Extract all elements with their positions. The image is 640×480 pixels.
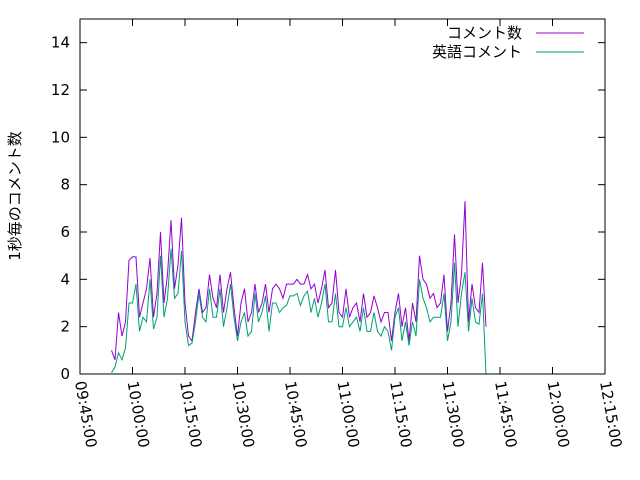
y-tick-label: 12 <box>51 81 70 99</box>
x-tick-label: 10:45:00 <box>281 380 310 449</box>
legend-label: 英語コメント <box>432 43 522 61</box>
plot-frame <box>79 18 606 375</box>
x-tick-label: 09:45:00 <box>71 380 100 449</box>
y-tick-label: 14 <box>51 34 70 52</box>
series-line-1 <box>111 201 487 360</box>
x-axis-ticks: 09:45:00 10:00:00 10:15:00 10:30:00 10:45:00… <box>71 19 625 449</box>
y-tick-label: 8 <box>60 176 70 194</box>
x-tick-label: 11:30:00 <box>439 380 468 449</box>
y-axis-ticks: 0 2 4 6 8 10 12 14 <box>51 34 605 383</box>
series-layer <box>111 201 487 375</box>
x-tick-label: 12:15:00 <box>596 380 625 449</box>
x-tick-label: 10:30:00 <box>229 380 258 449</box>
legend-label: コメント数 <box>447 24 522 42</box>
y-tick-label: 6 <box>60 223 70 241</box>
y-axis-label: 1秒毎のコメント数 <box>6 131 24 261</box>
y-tick-label: 4 <box>60 270 70 288</box>
x-tick-label: 10:15:00 <box>176 380 205 449</box>
y-tick-label: 0 <box>60 365 70 383</box>
x-tick-label: 11:45:00 <box>491 380 520 449</box>
y-tick-label: 10 <box>51 128 70 146</box>
y-tick-label: 2 <box>60 318 70 336</box>
x-tick-label: 11:15:00 <box>386 380 415 449</box>
x-tick-label: 11:00:00 <box>334 380 363 449</box>
series-line-2 <box>111 248 487 375</box>
x-tick-label: 12:00:00 <box>544 380 573 449</box>
x-tick-label: 10:00:00 <box>124 380 153 449</box>
